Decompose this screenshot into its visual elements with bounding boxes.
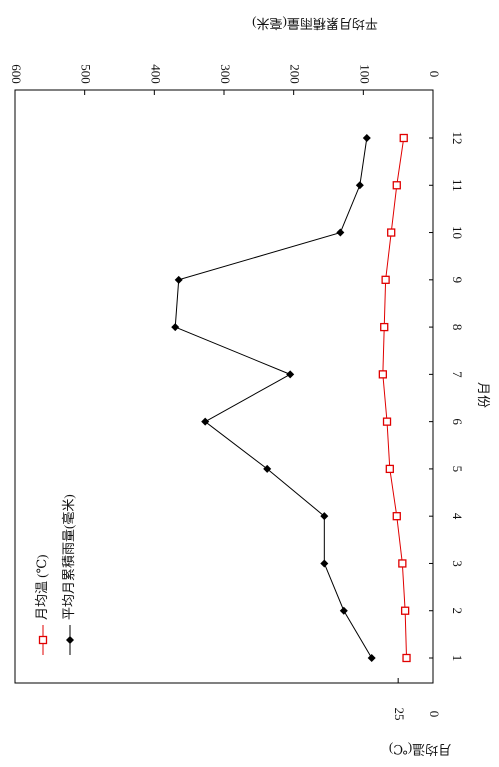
legend-label: 月均温 (℃) <box>34 555 49 620</box>
y2-tick-label: 400 <box>148 64 163 84</box>
x-tick-label: 10 <box>450 226 465 239</box>
marker <box>387 228 396 237</box>
legend-marker <box>66 636 74 644</box>
x-tick-label: 3 <box>450 560 465 567</box>
marker <box>336 228 345 237</box>
y2-tick-label: 500 <box>79 64 94 84</box>
marker <box>201 417 210 426</box>
x-tick-label: 9 <box>450 277 465 284</box>
x-tick-label: 2 <box>450 607 465 614</box>
marker <box>400 606 410 615</box>
marker <box>380 322 389 332</box>
y2-axis-title: 平均月累積雨量(毫米) <box>252 16 378 31</box>
y2-tick-label: 100 <box>357 64 372 84</box>
marker <box>320 512 329 521</box>
marker <box>367 654 376 662</box>
plot-frame <box>14 89 434 684</box>
marker <box>392 512 401 521</box>
series-line <box>174 137 373 659</box>
x-tick-label: 8 <box>450 324 465 331</box>
marker <box>171 323 180 332</box>
marker <box>381 275 390 284</box>
y-tick-label: 0 <box>427 711 442 718</box>
marker <box>362 134 371 142</box>
marker <box>382 417 392 426</box>
y-axis-title: 月均温(℃) <box>389 742 451 757</box>
x-tick-label: 5 <box>450 466 465 473</box>
legend-marker <box>38 635 48 645</box>
marker <box>378 370 387 379</box>
y2-tick-label: 200 <box>288 64 303 84</box>
y2-tick-label: 300 <box>218 64 233 84</box>
marker <box>355 181 364 190</box>
x-tick-label: 7 <box>450 371 465 378</box>
marker <box>263 464 272 473</box>
marker <box>385 464 394 474</box>
x-tick-label: 11 <box>450 179 465 192</box>
x-tick-label: 4 <box>450 513 465 520</box>
marker <box>286 370 295 379</box>
marker <box>402 653 411 663</box>
y-tick-label: 25 <box>392 708 407 721</box>
y2-tick-label: 0 <box>427 71 442 78</box>
legend-label: 平均月累積雨量(毫米) <box>61 494 76 620</box>
marker <box>392 181 401 190</box>
marker <box>339 606 348 615</box>
x-axis-title: 月份 <box>476 382 491 408</box>
x-tick-label: 1 <box>450 655 465 662</box>
series-line <box>382 137 408 659</box>
marker <box>398 559 407 568</box>
marker <box>174 275 183 284</box>
marker <box>399 133 408 143</box>
marker <box>320 559 329 568</box>
x-tick-label: 12 <box>450 132 465 145</box>
y2-tick-label: 600 <box>9 64 24 84</box>
x-tick-label: 6 <box>450 418 465 425</box>
